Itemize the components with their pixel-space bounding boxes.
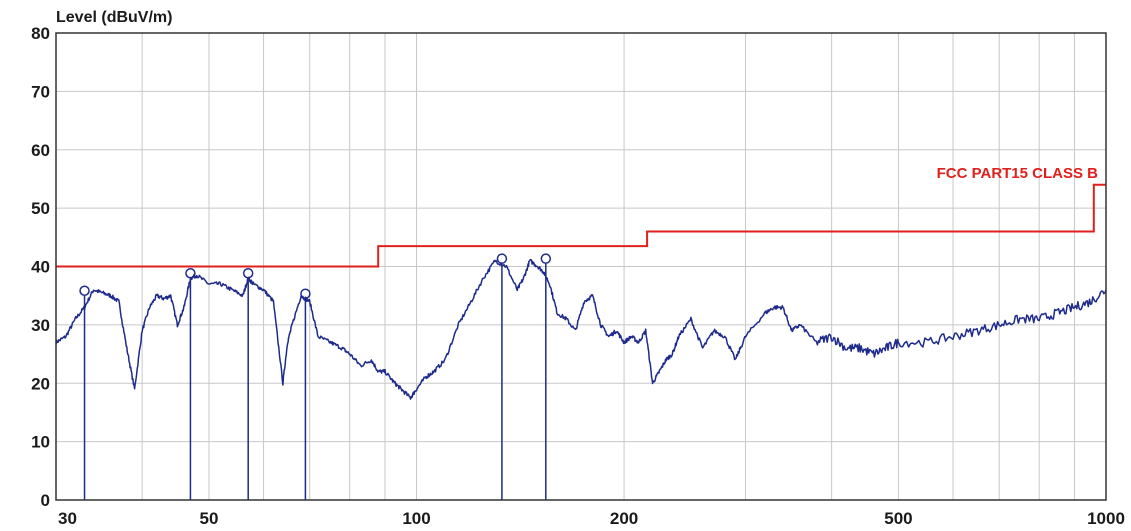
- x-tick-label: 500: [884, 509, 912, 528]
- y-tick-label: 10: [31, 433, 50, 452]
- y-tick-label: 70: [31, 82, 50, 101]
- peak-marker: [496, 253, 508, 264]
- measurement-trace: [55, 258, 1107, 400]
- ticks-layer: 30 50 100 200 500 1000 0 10 20 30 40 50 60 70 80: [31, 24, 1125, 528]
- peak-marker: [79, 285, 90, 297]
- grid-layer: [56, 33, 1106, 500]
- x-tick-label: 1000: [1087, 509, 1125, 528]
- y-tick-label: 40: [31, 258, 50, 277]
- y-tick-label: 30: [31, 316, 50, 335]
- y-tick-label: 80: [31, 24, 50, 43]
- y-tick-label: 50: [31, 199, 50, 218]
- trace-layer: [55, 258, 1107, 400]
- limit-layer: [56, 183, 1106, 268]
- y-tick-label: 60: [31, 141, 50, 160]
- y-tick-label: 0: [41, 491, 50, 510]
- limit-line-label: FCC PART15 CLASS B: [937, 165, 1099, 182]
- y-axis-label: Level (dBuV/m): [56, 9, 172, 26]
- x-tick-label: 50: [200, 509, 219, 528]
- peak-marker: [540, 253, 552, 264]
- plot-frame: [55, 32, 1107, 501]
- x-tick-label: 30: [58, 509, 77, 528]
- x-tick-label: 200: [610, 509, 638, 528]
- marker-layer: [79, 253, 552, 500]
- y-tick-label: 20: [31, 374, 50, 393]
- x-tick-label: 100: [402, 509, 430, 528]
- limit-line: [56, 183, 1106, 268]
